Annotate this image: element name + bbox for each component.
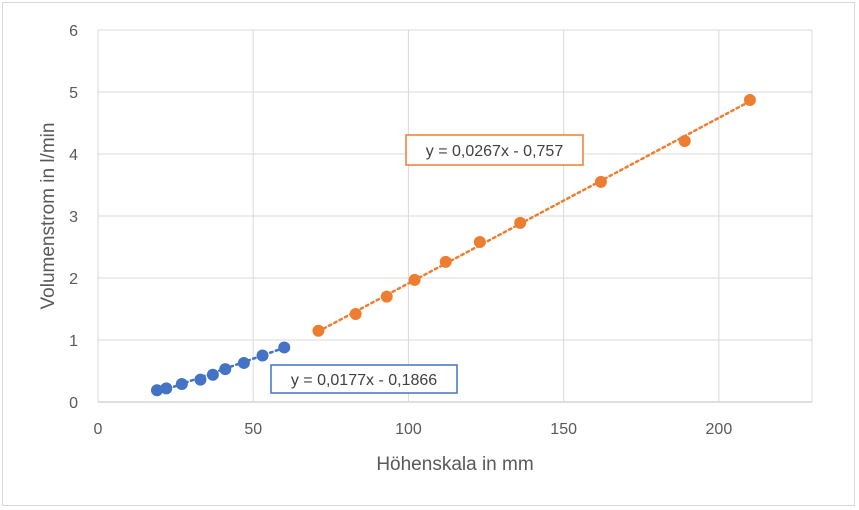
- data-point-series-2: [380, 290, 393, 303]
- data-point-series-1: [175, 378, 188, 391]
- data-point-series-1: [206, 368, 219, 381]
- data-point-layer: [150, 94, 756, 397]
- data-point-series-2: [408, 273, 421, 286]
- data-point-series-2: [349, 307, 362, 320]
- data-point-series-1: [160, 382, 173, 395]
- scatter-chart: 0 1 2 3 4 5 6 0 50 100 150 200 y = 0,0177x - 0,1866…: [38, 23, 813, 475]
- equation-text: y = 0,0177x - 0,1866: [291, 372, 437, 389]
- data-point-series-2: [514, 216, 527, 229]
- y-axis-title: Volumenstrom in l/min: [38, 123, 59, 310]
- x-tick-label: 200: [706, 421, 733, 438]
- x-tick-label: 150: [550, 421, 577, 438]
- equation-label-layer: y = 0,0177x - 0,1866 y = 0,0267x - 0,757: [270, 134, 584, 394]
- trendline-equation-1: y = 0,0177x - 0,1866: [270, 364, 458, 394]
- data-point-series-2: [312, 324, 325, 337]
- data-point-series-2: [743, 94, 756, 107]
- y-tick-label: 6: [69, 23, 78, 40]
- data-point-series-2: [439, 255, 452, 268]
- data-point-series-1: [256, 349, 269, 362]
- y-tick-label: 0: [69, 395, 78, 412]
- data-point-series-1: [150, 384, 163, 397]
- tick-label-layer: 0 1 2 3 4 5 6 0 50 100 150 200: [69, 23, 732, 438]
- y-tick-label: 3: [69, 209, 78, 226]
- x-tick-label: 50: [244, 421, 262, 438]
- y-tick-label: 2: [69, 271, 78, 288]
- data-point-series-1: [194, 373, 207, 386]
- data-point-series-1: [219, 363, 232, 376]
- equation-box: [270, 364, 458, 394]
- y-tick-label: 4: [69, 147, 78, 164]
- data-point-series-1: [278, 341, 291, 354]
- x-tick-label: 0: [94, 421, 103, 438]
- x-tick-label: 100: [395, 421, 422, 438]
- equation-box: [405, 134, 584, 166]
- data-point-series-1: [237, 356, 250, 369]
- trendline-equation-2: y = 0,0267x - 0,757: [405, 134, 584, 166]
- data-point-series-2: [473, 236, 486, 249]
- y-tick-label: 1: [69, 333, 78, 350]
- data-point-series-2: [594, 175, 607, 188]
- x-axis-title: Höhenskala in mm: [376, 454, 533, 475]
- grid-layer: [97, 29, 813, 403]
- y-tick-label: 5: [69, 85, 78, 102]
- equation-text: y = 0,0267x - 0,757: [426, 143, 564, 160]
- data-point-series-2: [678, 134, 691, 147]
